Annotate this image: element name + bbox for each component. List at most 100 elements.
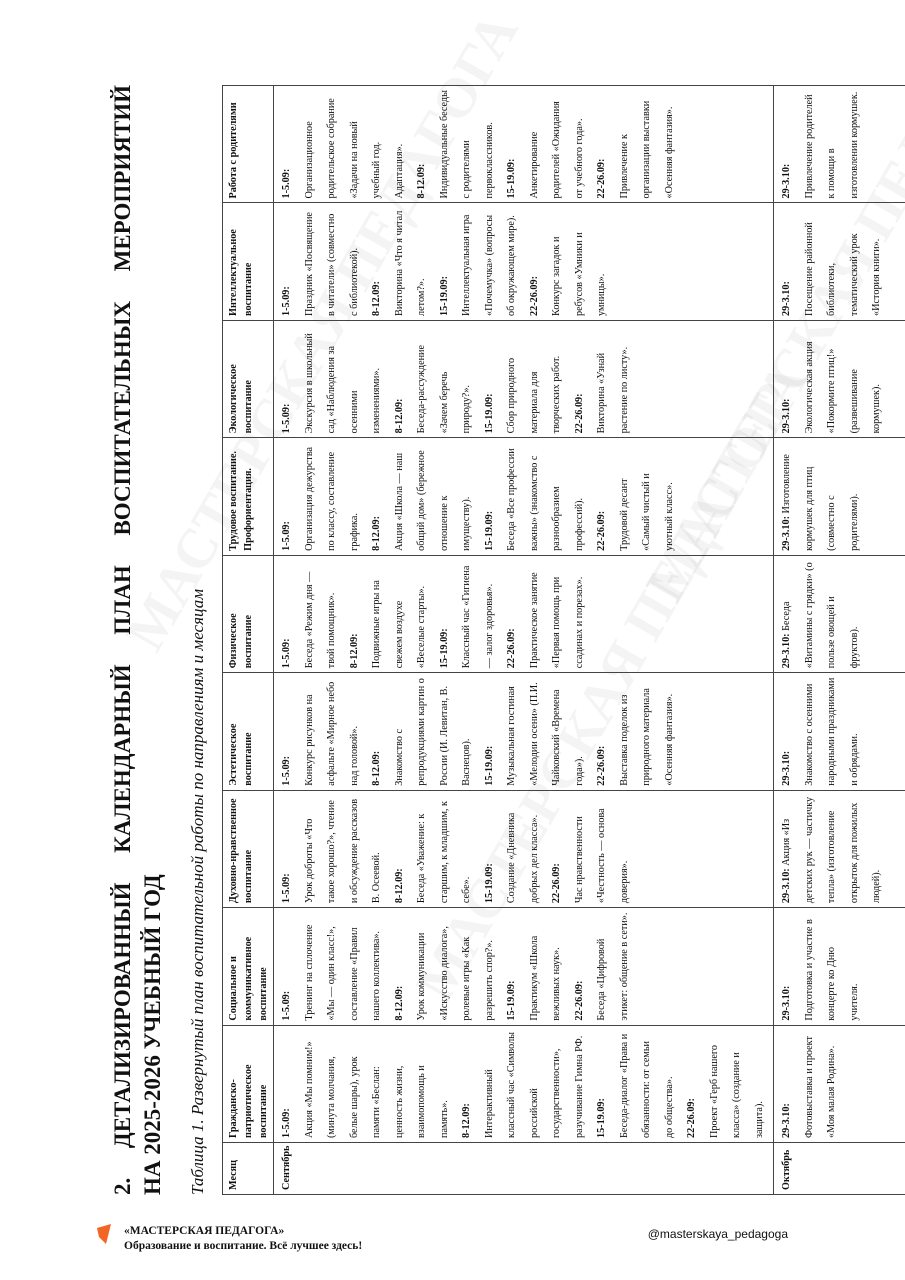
- column-header: Эстетическое воспитание: [222, 672, 274, 791]
- date-range: 15-19.09:: [483, 863, 495, 904]
- brand-tagline: Образование и воспитание. Всё лучшее зде…: [124, 1240, 363, 1252]
- activity-text: Беседа «Все профессии важны» (знакомство…: [506, 448, 585, 551]
- activity-entry: 8-12.09: Акция «Школа — наш общий дом» (б…: [366, 442, 479, 551]
- activity-text: Урок доброты «Что такое хорошо?», чтение…: [303, 798, 383, 904]
- activity-cell: 1-5.09: Праздник «Посвящение в читатели» …: [273, 203, 774, 321]
- activity-cell: 29-3.10: Беседа «Витамины с грядки» (о п…: [773, 555, 905, 673]
- activity-text: Беседа «Цифровой этикет: общение в сети»…: [596, 912, 630, 1021]
- activity-entry: 8-12.09: Интерактивный классный час «Симв…: [456, 1030, 591, 1138]
- activity-text: Викторина «Узнай растение по листу».: [596, 346, 630, 434]
- activity-entry: 15-19.09: Классный час «Гигиена — залог з…: [434, 560, 502, 669]
- activity-cell: 29-3.10: Посещение районной библиотеки, т…: [773, 203, 905, 321]
- activity-text: Акция «Школа — наш общий дом» (бережное …: [393, 450, 473, 551]
- table-caption: Таблица 1. Развернутый план воспитательн…: [188, 588, 207, 1195]
- activity-text: Проект «Герб нашего класса» (создание и …: [708, 1045, 765, 1138]
- activity-text: Викторина «Что я читал летом?».: [393, 210, 428, 316]
- rotated-page-content: 2. ДЕТАЛИЗИРОВАННЫЙ КАЛЕНДАРНЫЙ ПЛАН ВОС…: [100, 85, 905, 1195]
- date-range: 8-12.09:: [416, 163, 427, 199]
- activity-text: Привлечение к организации выставки «Осен…: [618, 100, 675, 199]
- activity-text: Индивидуальные беседы с родителями перво…: [438, 90, 495, 199]
- title-line-1: 2. ДЕТАЛИЗИРОВАННЫЙ КАЛЕНДАРНЫЙ ПЛАН ВОС…: [110, 85, 135, 1195]
- date-range: 8-12.09:: [393, 868, 405, 904]
- activity-text: Беседа-рассуждение «Зачем беречь природу…: [416, 344, 472, 434]
- activity-text: Беседа-диалог «Права и обязанности: от с…: [618, 1033, 675, 1138]
- date-range: 22-26.09:: [596, 510, 607, 551]
- activity-entry: 22-26.09: Беседа «Цифровой этикет: общени…: [569, 912, 637, 1021]
- activity-text: Акция «Мы помним!» (минута молчания, бел…: [303, 1041, 450, 1138]
- activity-entry: 22-26.09: Конкурс загадок и ребусов «Умни…: [524, 208, 614, 316]
- date-range: 1-5.09:: [281, 638, 292, 669]
- date-range: 15-19.09:: [438, 276, 450, 316]
- activity-entry: 1-5.09: Организация дежурства по классу, …: [276, 442, 366, 551]
- activity-cell: 29-3.10: Экологическая акция «Покормите п…: [773, 320, 905, 438]
- activity-entry: 1-5.09: Экскурсия в школьный сад «Наблюде…: [276, 325, 389, 433]
- column-header: Гражданско-патриотическое воспитание: [222, 1025, 274, 1143]
- activity-entry: 15-19.09: Беседа-диалог «Права и обязанно…: [591, 1030, 681, 1138]
- activity-text: Экскурсия в школьный сад «Наблюдения за …: [303, 333, 383, 434]
- activity-entry: 1-5.09: Конкурс рисунков на асфальте «Мир…: [276, 677, 366, 786]
- activity-entry: 15-19.09: Создание «Дневника добрых дел к…: [479, 795, 547, 903]
- date-range: 8-12.09:: [371, 516, 382, 551]
- activity-entry: 8-12.09: Викторина «Что я читал летом?».: [366, 208, 434, 316]
- date-range: 22-26.09:: [573, 980, 585, 1021]
- activity-text: Урок коммуникации «Искусство диалога», р…: [416, 926, 495, 1021]
- activity-entry: 1-5.09: Акция «Мы помним!» (минута молчан…: [276, 1030, 456, 1138]
- activity-entry: 22-26.09: Выставка поделок из природного …: [591, 677, 681, 786]
- activity-cell: 1-5.09: Конкурс рисунков на асфальте «Мир…: [273, 672, 774, 791]
- date-range: 1-5.09:: [281, 286, 292, 316]
- date-range: 1-5.09:: [281, 873, 292, 904]
- date-range: 22-26.09:: [551, 863, 562, 904]
- activity-text: Создание «Дневника добрых дел класса».: [506, 812, 540, 904]
- footer: «МАСТЕРСКАЯ ПЕДАГОГА» Образование и восп…: [0, 1220, 905, 1260]
- activity-entry: 22-26.09: Час нравственности «Честность —…: [546, 795, 636, 903]
- activity-entry: 1-5.09: Беседа «Режим дня — твой помощник…: [276, 560, 344, 669]
- plan-table: Месяц Гражданско-патриотическое воспитани…: [222, 85, 905, 1195]
- date-range: 15-19.09:: [506, 158, 517, 199]
- activity-entry: 22-26.09: Викторина «Узнай растение по ли…: [569, 325, 637, 434]
- activity-entry: 22-26.09: Практическое занятие «Первая по…: [501, 560, 591, 668]
- activity-text: Посещение районной библиотеки, тематичес…: [803, 222, 883, 316]
- month-cell: Октябрь: [773, 1142, 905, 1195]
- activity-text: Музыкальная гостиная «Мелодии осени» (П.…: [506, 682, 585, 786]
- date-range: 1-5.09:: [281, 521, 292, 551]
- table-row: Октябрь 29-3.10: Фотовыставка и проект «Мо…: [773, 85, 905, 1195]
- activity-entry: 22-26.09: Проект «Герб нашего класса» (со…: [681, 1030, 771, 1138]
- activity-entry: 8-12.09: Знакомство с репродукциями карти…: [366, 677, 479, 786]
- activity-text: Привлечение родителей к помощи в изготов…: [803, 91, 860, 199]
- activity-entry: 29-3.10: Экологическая акция «Покормите п…: [776, 325, 889, 433]
- brand-name: «МАСТЕРСКАЯ ПЕДАГОГА»: [124, 1225, 285, 1237]
- activity-entry: 29-3.10: Посещение районной библиотеки, т…: [776, 208, 889, 316]
- activity-cell: 29-3.10: Подготовка и участие в концерте …: [773, 907, 905, 1026]
- activity-cell: 29-3.10: Привлечение родителей к помощи в…: [773, 85, 905, 203]
- page-title: 2. ДЕТАЛИЗИРОВАННЫЙ КАЛЕНДАРНЫЙ ПЛАН ВОС…: [108, 85, 168, 1195]
- activity-entry: 1-5.09: Праздник «Посвящение в читатели» …: [276, 208, 366, 316]
- activity-entry: 29-3.10: Изготовление кормушек для птиц …: [776, 442, 866, 551]
- activity-entry: 8-12.09: Урок коммуникации «Искусство диа…: [389, 912, 502, 1021]
- date-range: 15-19.09:: [506, 980, 517, 1021]
- date-range: 29-3.10:: [781, 750, 792, 786]
- activity-entry: 15-19.09: Анкетирование родителей «Ожидан…: [501, 90, 591, 199]
- date-range: 1-5.09:: [281, 403, 292, 434]
- date-range: 15-19.09:: [483, 510, 495, 551]
- activity-text: Конкурс рисунков на асфальте «Мирное неб…: [303, 681, 360, 786]
- date-range: 22-26.09:: [596, 745, 607, 786]
- date-range: 29-3.10:: [781, 163, 792, 199]
- activity-entry: 29-3.10: Акция «Из детских рук — частичк…: [776, 795, 889, 903]
- date-range: 29-3.10:: [781, 281, 792, 316]
- activity-entry: 15-19.09: Интеллектуальная игра «Почемучк…: [434, 208, 524, 316]
- date-range: 8-12.09:: [371, 281, 382, 316]
- activity-text: Тренинг на сплочение «Мы — один класс!»,…: [303, 924, 383, 1021]
- date-range: 22-26.09:: [528, 276, 540, 316]
- activity-entry: 29-3.10: Беседа «Витамины с грядки» (о п…: [776, 560, 866, 668]
- activity-entry: 22-26.09: Привлечение к организации выста…: [591, 90, 681, 199]
- activity-text: Анкетирование родителей «Ожидания от уче…: [528, 101, 585, 199]
- date-range: 22-26.09:: [596, 158, 607, 199]
- date-range: 8-12.09:: [371, 750, 382, 786]
- table-header-row: Месяц Гражданско-патриотическое воспитани…: [222, 85, 274, 1195]
- activity-cell: 1-5.09: Экскурсия в школьный сад «Наблюде…: [273, 320, 774, 438]
- activity-text: Беседа «Режим дня — твой помощник».: [303, 571, 338, 669]
- column-header: Интеллектуальное воспитание: [222, 203, 274, 321]
- date-range: 22-26.09:: [573, 393, 585, 434]
- date-range: 1-5.09:: [281, 990, 292, 1021]
- activity-text: Акция «Из детских рук — частичку тепла» …: [781, 796, 882, 904]
